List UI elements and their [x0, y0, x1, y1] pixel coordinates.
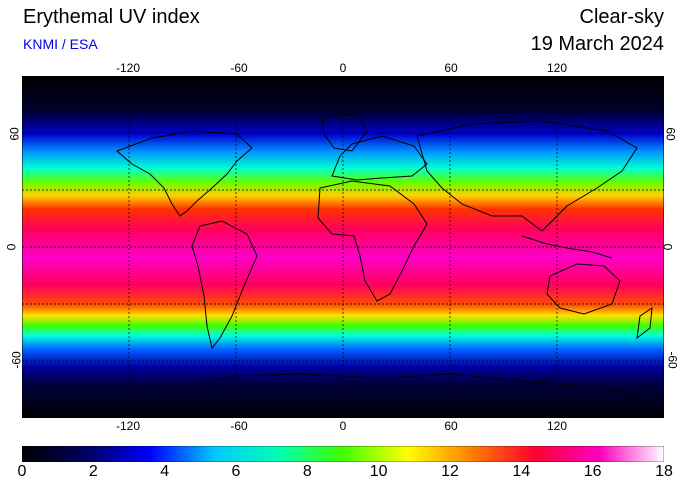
- date-label: 19 March 2024: [530, 33, 664, 55]
- lon-label-bottom: 0: [339, 419, 347, 433]
- lon-label-top: -120: [115, 61, 141, 75]
- indonesia-outline: [521, 235, 613, 259]
- australia-outline: [546, 263, 621, 315]
- source-label: KNMI / ESA: [23, 36, 98, 52]
- africa-outline: [317, 180, 428, 302]
- colorbar-tick-label: 16: [583, 463, 602, 480]
- colorbar-gradient: [22, 446, 664, 462]
- sky-condition: Clear-sky: [579, 6, 664, 28]
- lon-label-top: -60: [230, 61, 248, 75]
- coastlines: [116, 113, 653, 395]
- asia-outline: [416, 120, 638, 232]
- colorbar-tick-label: 0: [17, 463, 27, 480]
- uv-index-map: [22, 76, 664, 418]
- lon-label-bottom: 60: [444, 419, 458, 433]
- colorbar-tick-label: 8: [302, 463, 312, 480]
- colorbar-tick-label: 12: [441, 463, 459, 480]
- lon-label-bottom: 120: [546, 419, 568, 433]
- greenland-outline: [321, 113, 368, 152]
- lon-label-bottom: -60: [230, 419, 248, 433]
- new-zealand-outline: [636, 306, 653, 340]
- lon-label-top: 120: [546, 61, 568, 75]
- uv-colorbar: [22, 446, 664, 462]
- colorbar-tick-label: 2: [88, 463, 98, 480]
- lat-label-right: 60: [663, 127, 678, 141]
- lat-label-left: 60: [7, 127, 22, 141]
- colorbar-tick-label: 10: [369, 463, 388, 480]
- colorbar-tick-label: 18: [655, 463, 673, 480]
- colorbar-tick-label: 6: [231, 463, 241, 480]
- graticule: [22, 76, 664, 418]
- south-america-outline: [191, 220, 258, 350]
- antarctica-outline: [171, 373, 643, 395]
- lon-label-bottom: -120: [115, 419, 141, 433]
- lat-label-right: -60: [665, 351, 680, 369]
- europe-outline: [331, 135, 428, 181]
- lon-label-top: 60: [444, 61, 458, 75]
- north-america-outline: [116, 130, 253, 217]
- colorbar-tick-label: 4: [160, 463, 170, 480]
- colorbar-tick-label: 14: [512, 463, 531, 480]
- lon-label-top: 0: [339, 61, 347, 75]
- title: Erythemal UV index: [23, 6, 200, 28]
- lat-label-left: 0: [4, 243, 19, 251]
